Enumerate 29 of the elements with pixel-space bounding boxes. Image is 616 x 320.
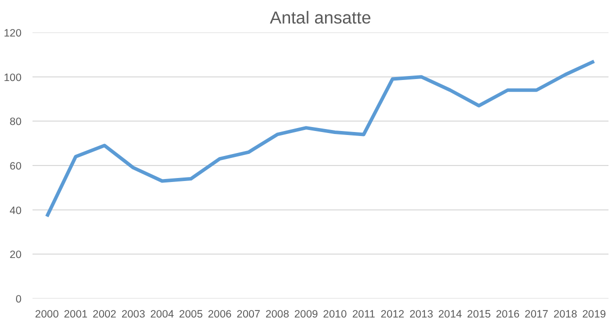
x-tick-label: 2008 xyxy=(265,308,290,320)
x-tick-label: 2002 xyxy=(92,308,116,320)
x-tick-label: 2000 xyxy=(35,308,59,320)
x-tick-label: 2001 xyxy=(64,308,88,320)
x-tick-label: 2012 xyxy=(380,308,404,320)
x-tick-label: 2017 xyxy=(524,308,548,320)
y-tick-label: 100 xyxy=(4,72,22,84)
y-tick-label: 120 xyxy=(4,28,22,40)
x-tick-label: 2006 xyxy=(208,308,232,320)
y-tick-label: 0 xyxy=(16,294,22,306)
y-tick-label: 80 xyxy=(10,116,22,128)
line-series xyxy=(45,60,596,218)
x-tick-label: 2016 xyxy=(496,308,520,320)
y-tick-label: 60 xyxy=(10,160,22,172)
x-tick-label: 2013 xyxy=(409,308,434,320)
x-tick-label: 2007 xyxy=(236,308,260,320)
x-tick-label: 2011 xyxy=(352,308,376,320)
y-tick-label: 20 xyxy=(10,249,22,262)
x-tick-label: 2019 xyxy=(582,308,606,320)
y-tick-label: 40 xyxy=(10,204,22,217)
x-tick-label: 2014 xyxy=(438,308,462,320)
x-tick-label: 2004 xyxy=(150,308,174,320)
x-tick-label: 2010 xyxy=(323,308,347,320)
x-tick-label: 2005 xyxy=(179,308,203,320)
x-tick-label: 2003 xyxy=(121,308,146,320)
x-tick-label: 2009 xyxy=(294,308,318,320)
x-tick-label: 2018 xyxy=(553,308,578,320)
x-tick-label: 2015 xyxy=(467,308,491,320)
chart-title: Antal ansatte xyxy=(270,8,372,28)
